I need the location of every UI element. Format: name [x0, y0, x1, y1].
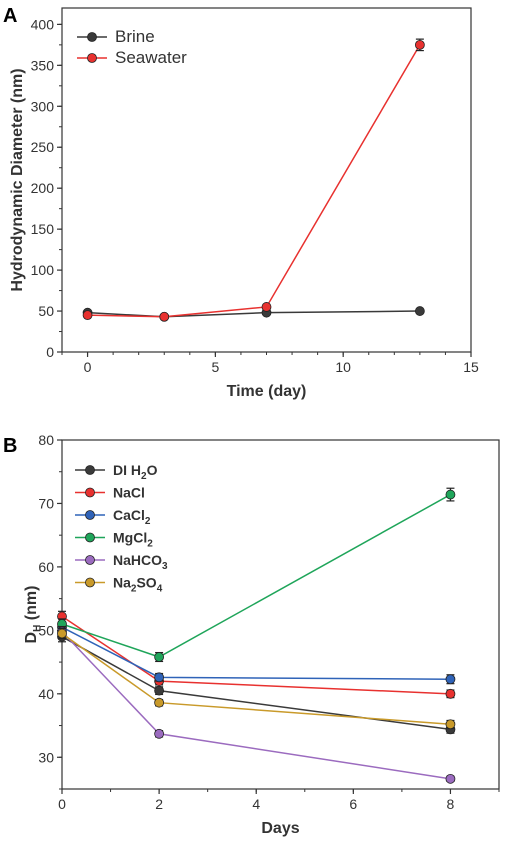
x-tick-label: 5 — [211, 359, 219, 375]
series-line — [61, 626, 451, 680]
y-tick-label: 70 — [38, 495, 54, 511]
data-point — [414, 306, 425, 316]
legend-label: NaCl — [113, 485, 145, 501]
y-axis-label: DH (nm) — [23, 586, 43, 644]
data-point — [154, 697, 165, 708]
y-tick-label: 300 — [31, 98, 55, 114]
data-point — [445, 773, 456, 784]
legend-label: MgCl2 — [113, 530, 153, 550]
legend-marker — [85, 577, 95, 588]
legend-label: Na2SO4 — [113, 575, 163, 595]
legend-label: NaHCO3 — [113, 552, 168, 572]
series-line — [87, 44, 421, 318]
y-tick-label: 400 — [31, 16, 55, 32]
data-point — [445, 674, 456, 685]
data-point — [445, 719, 456, 730]
data-point — [445, 489, 456, 500]
data-point — [261, 302, 272, 312]
data-point — [154, 685, 165, 696]
legend-marker — [85, 555, 95, 565]
legend-label: DI H2O — [113, 462, 158, 482]
legend-label: Seawater — [115, 48, 187, 67]
y-tick-label: 200 — [31, 180, 55, 196]
data-point — [445, 688, 456, 699]
legend-marker — [85, 532, 95, 543]
x-tick-label: 4 — [252, 796, 260, 812]
panel-label-a: A — [3, 5, 17, 27]
data-point — [154, 728, 165, 739]
y-axis-label: Hydrodynamic Diameter (nm) — [9, 68, 26, 291]
legend-marker — [87, 53, 97, 63]
data-point — [154, 652, 165, 662]
legend-marker — [87, 32, 97, 42]
x-tick-label: 2 — [155, 796, 163, 812]
y-tick-label: 150 — [31, 221, 55, 237]
legend-label: CaCl2 — [113, 507, 151, 527]
series-line — [61, 636, 451, 731]
y-tick-label: 50 — [38, 303, 54, 319]
data-point — [414, 39, 425, 50]
panel-label-b: B — [3, 435, 17, 457]
x-tick-label: 10 — [335, 359, 351, 375]
y-tick-label: 80 — [38, 432, 54, 448]
chart-panel-b: 0 2 4 6 8 30 40 50 60 70 80 Days DH (nm) DI H2O NaCl Ca… — [23, 432, 500, 837]
y-tick-label: 60 — [38, 559, 54, 575]
x-axis-label: Time (day) — [227, 383, 307, 400]
data-point — [57, 628, 67, 639]
x-tick-label: 0 — [58, 796, 66, 812]
series-line — [61, 631, 451, 780]
x-axis-label: Days — [261, 820, 299, 837]
y-tick-label: 0 — [46, 344, 54, 360]
y-tick-label: 30 — [38, 749, 54, 765]
series-line — [87, 310, 420, 318]
x-tick-label: 15 — [463, 359, 479, 375]
data-point — [159, 311, 170, 322]
legend-marker — [85, 510, 95, 520]
x-tick-label: 8 — [447, 796, 455, 812]
y-tick-label: 100 — [31, 262, 55, 278]
legend-marker — [85, 465, 95, 475]
x-tick-label: 6 — [349, 796, 357, 812]
legend-label: Brine — [115, 27, 155, 46]
data-point — [154, 672, 165, 683]
y-tick-label: 50 — [38, 622, 54, 638]
y-tick-label: 350 — [31, 57, 55, 73]
data-point — [82, 310, 93, 321]
legend-marker — [85, 487, 95, 498]
series-line — [61, 615, 451, 695]
y-tick-label: 250 — [31, 139, 55, 155]
y-tick-label: 40 — [38, 686, 54, 702]
x-tick-label: 0 — [84, 359, 92, 375]
